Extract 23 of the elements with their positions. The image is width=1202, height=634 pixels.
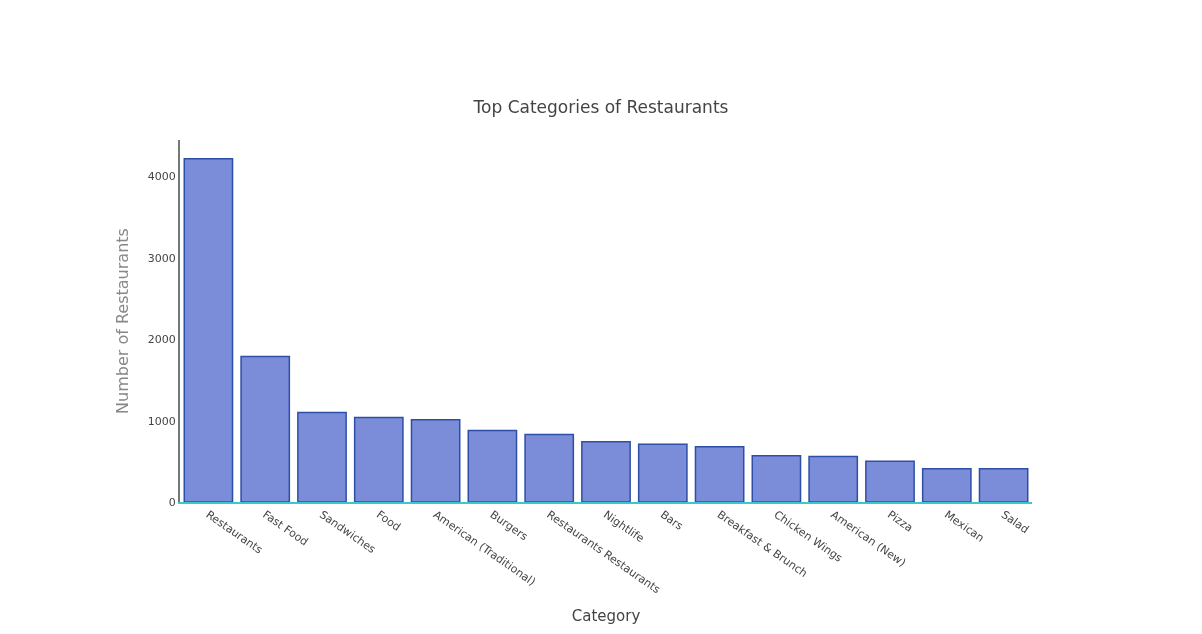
y-tick-label: 2000: [147, 333, 176, 347]
bar: [297, 411, 347, 502]
bar: [694, 445, 745, 502]
bar: [865, 460, 915, 502]
y-tick-label: 1000: [147, 414, 176, 428]
bar: [808, 455, 859, 502]
y-tick-label: 0: [168, 495, 176, 509]
bar: [353, 416, 404, 502]
bar: [978, 467, 1029, 502]
bar: [581, 441, 631, 502]
bar: [524, 433, 575, 502]
y-tick-label: 3000: [147, 251, 176, 265]
y-axis-title: Number of Restaurants: [113, 228, 133, 414]
bar: [183, 157, 234, 502]
bar: [467, 429, 518, 502]
bar: [637, 443, 688, 502]
chart-title: Top Categories of Restaurants: [472, 97, 729, 118]
bar: [410, 419, 461, 502]
bar: [240, 355, 291, 502]
x-axis-title: Category: [571, 606, 641, 625]
bar: [751, 454, 802, 502]
y-tick-label: 4000: [147, 170, 176, 184]
bar: [921, 467, 972, 502]
